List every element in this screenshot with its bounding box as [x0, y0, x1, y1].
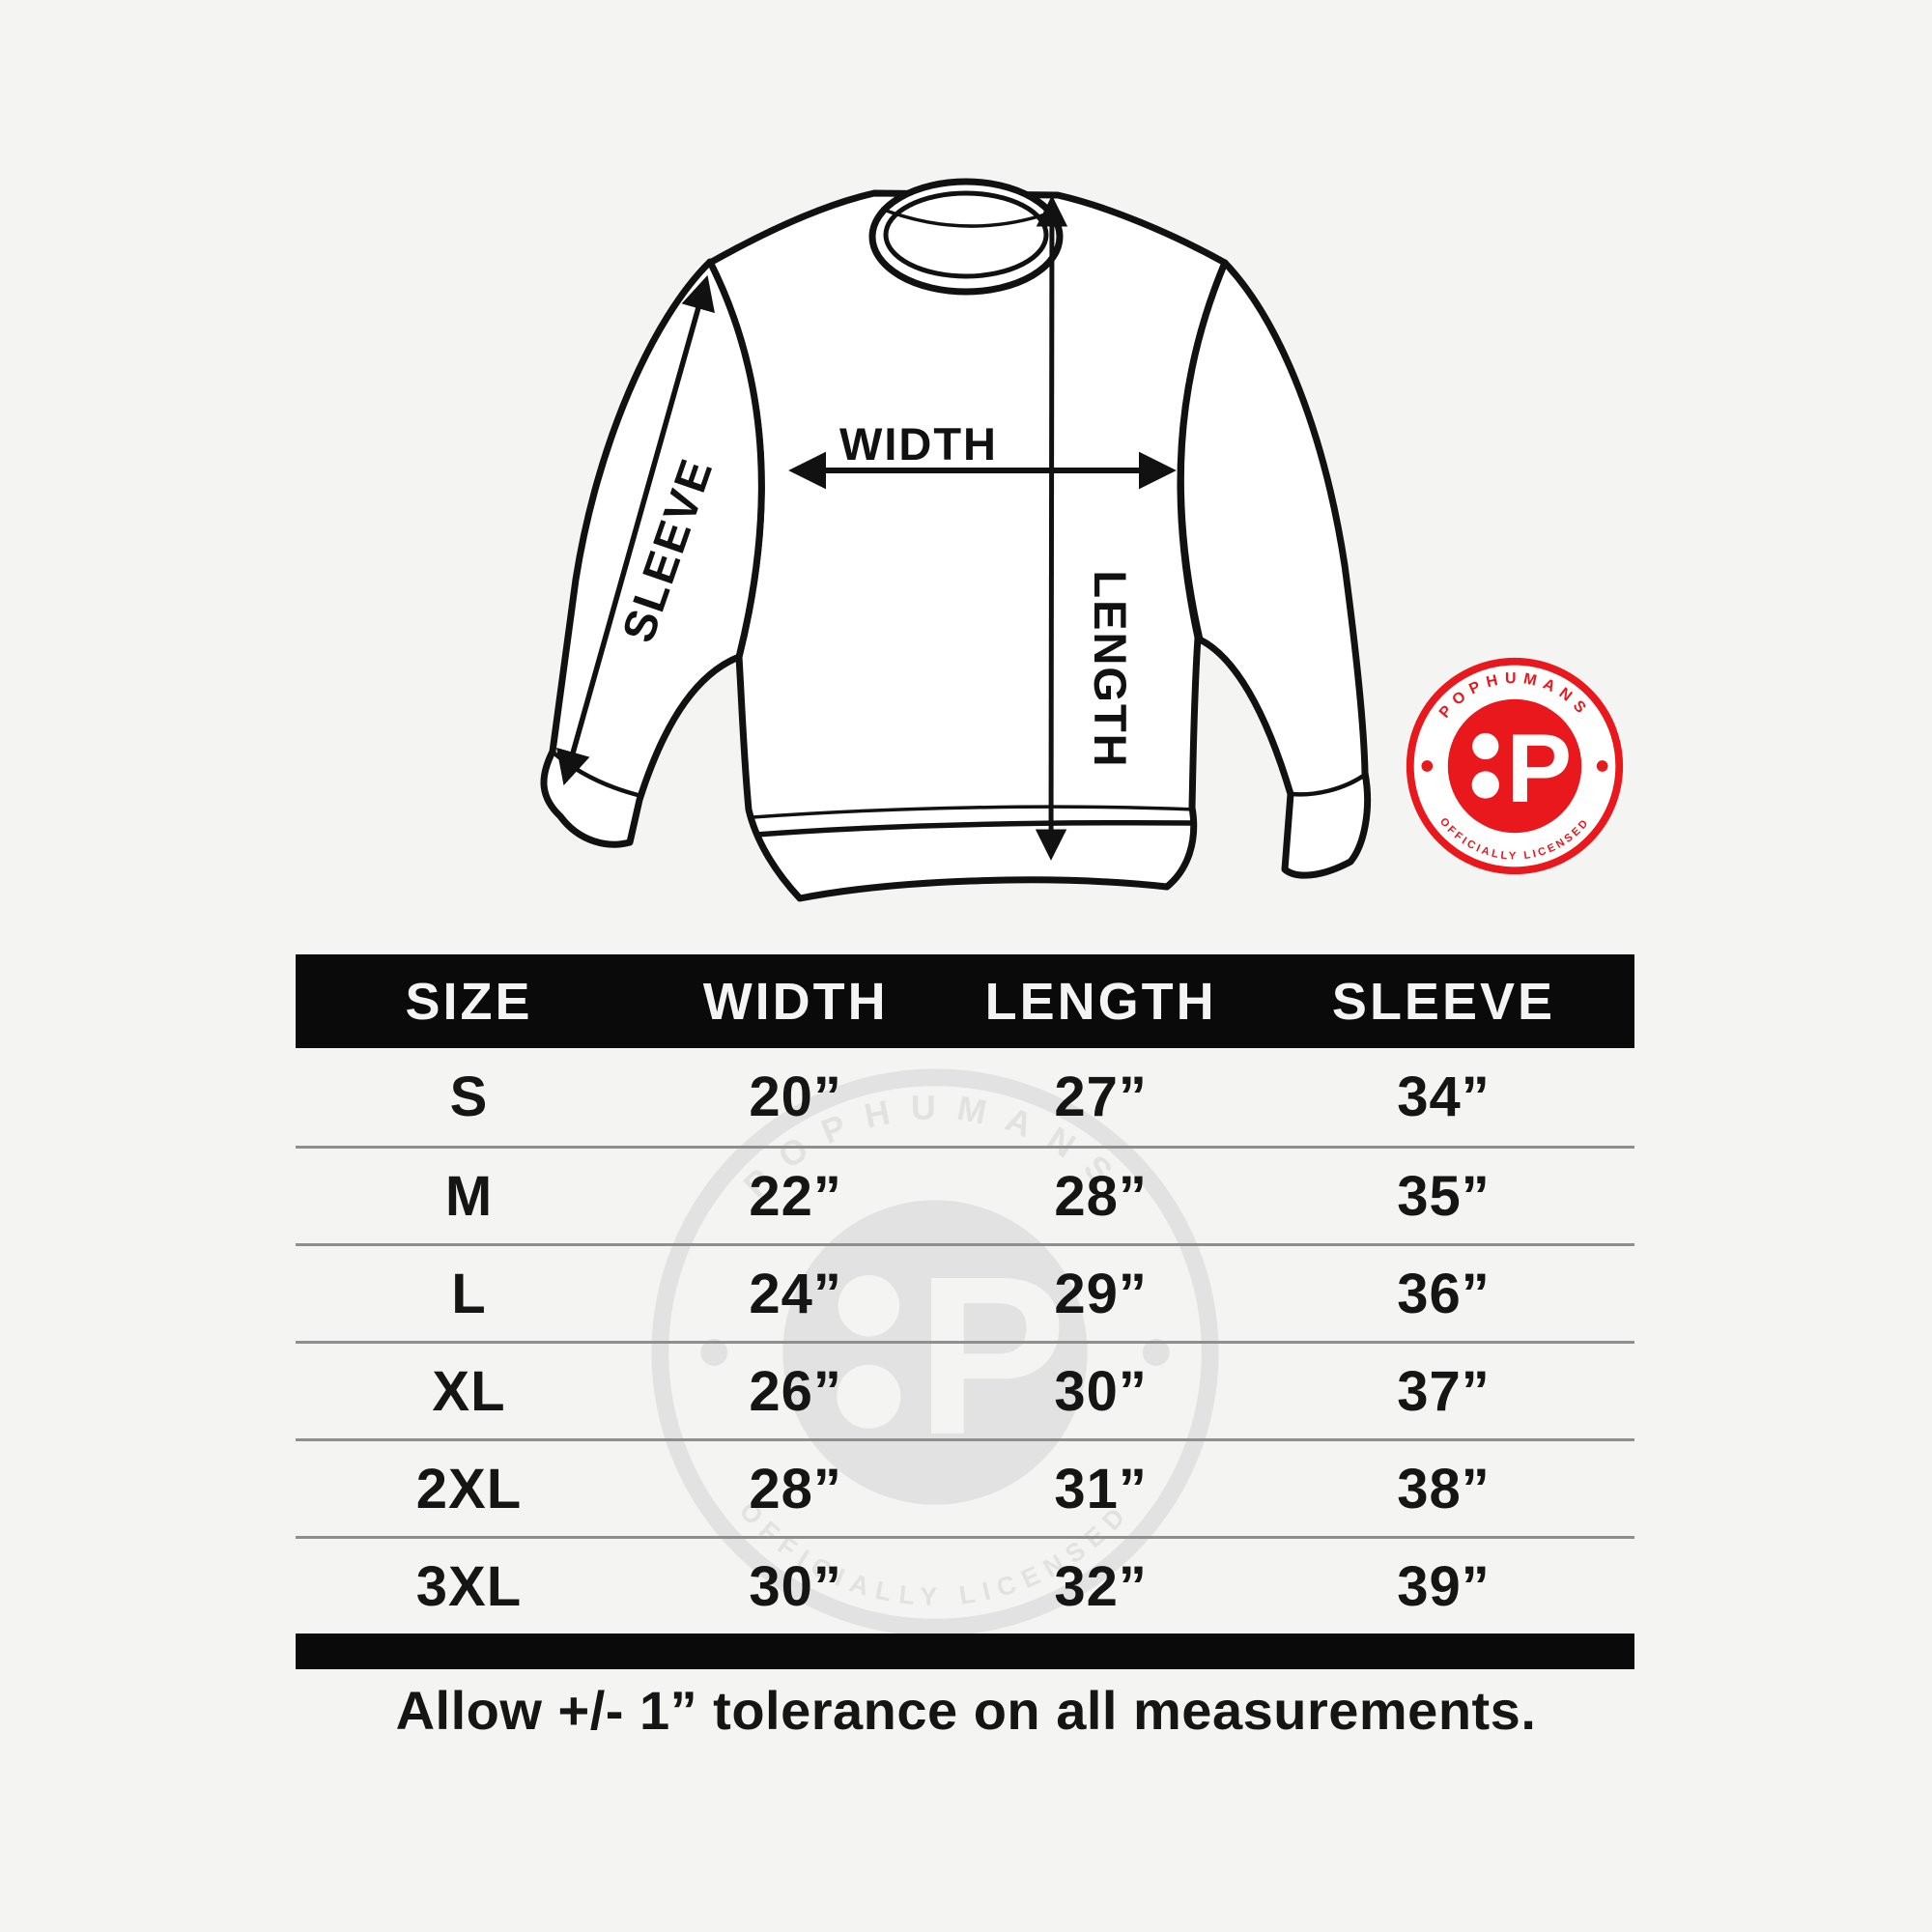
waistband-seam-lower	[755, 820, 1193, 838]
tolerance-note: Allow +/- 1” tolerance on all measuremen…	[395, 1680, 1537, 1741]
sleeve-cell: 35”	[1397, 1164, 1491, 1228]
width-cell: 30”	[749, 1554, 842, 1618]
badge-monogram-colon-top	[1472, 732, 1499, 760]
length-cell: 27”	[1054, 1065, 1148, 1128]
table-row: L 24” 29” 36”	[296, 1243, 1634, 1341]
licensed-badge: POPHUMANS OFFICIALLY LICENSED P	[1406, 657, 1624, 875]
badge-brand-arc: POPHUMANS	[1435, 669, 1594, 722]
table-row: XL 26” 30” 37”	[296, 1341, 1634, 1438]
badge-face	[1406, 657, 1624, 875]
badge-side-dot-right	[1596, 760, 1608, 772]
badge-tagline-arc: OFFICIALLY LICENSED	[1437, 816, 1592, 863]
width-cell: 28”	[749, 1457, 842, 1520]
sleeve-label: SLEEVE	[611, 451, 722, 648]
right-cuff-seam	[1291, 773, 1367, 797]
size-cell: M	[444, 1164, 494, 1228]
badge-monogram-disc	[1447, 698, 1582, 834]
badge-monogram-colon-bottom	[1471, 771, 1499, 799]
sleeve-arrow	[556, 274, 715, 786]
badge-outer-ring	[1406, 657, 1624, 875]
header-cell-width: WIDTH	[702, 972, 889, 1031]
collar-rib-line	[880, 207, 1052, 228]
length-cell: 28”	[1054, 1164, 1148, 1228]
width-cell: 20”	[749, 1065, 842, 1128]
size-table-header: SIZE WIDTH LENGTH SLEEVE	[296, 954, 1634, 1048]
collar-inner	[883, 190, 1049, 279]
size-cell: 2XL	[415, 1457, 523, 1520]
width-label: WIDTH	[839, 418, 998, 469]
sleeve-cell: 37”	[1397, 1359, 1491, 1423]
waistband-seam-upper	[752, 805, 1196, 819]
sleeve-cell: 34”	[1397, 1065, 1491, 1128]
header-cell-length: LENGTH	[984, 972, 1217, 1031]
size-cell: XL	[432, 1359, 506, 1423]
sleeve-cell: 36”	[1397, 1262, 1491, 1325]
badge-monogram: P	[1507, 714, 1573, 823]
sleeve-cell: 39”	[1397, 1554, 1491, 1618]
length-arrow	[1035, 195, 1068, 861]
collar-outer	[868, 178, 1064, 296]
size-cell: 3XL	[415, 1554, 523, 1618]
length-cell: 30”	[1054, 1359, 1148, 1423]
right-sleeve	[1177, 259, 1371, 879]
table-row: M 22” 28” 35”	[296, 1146, 1634, 1243]
table-bottom-bar	[296, 1634, 1634, 1669]
table-row: S 20” 27” 34”	[296, 1048, 1634, 1146]
table-row: 2XL 28” 31” 38”	[296, 1438, 1634, 1536]
size-table: SIZE WIDTH LENGTH SLEEVE S 20” 27” 34” M…	[296, 954, 1634, 1669]
length-cell: 31”	[1054, 1457, 1148, 1520]
width-cell: 24”	[749, 1262, 842, 1325]
sweatshirt-body	[706, 189, 1229, 902]
sleeve-cell: 38”	[1397, 1457, 1491, 1520]
left-sleeve	[540, 258, 765, 848]
length-cell: 29”	[1054, 1262, 1148, 1325]
length-label: LENGTH	[1085, 570, 1136, 768]
width-cell: 26”	[749, 1359, 842, 1423]
size-cell: S	[449, 1065, 489, 1128]
length-cell: 32”	[1054, 1554, 1148, 1618]
header-cell-sleeve: SLEEVE	[1331, 972, 1555, 1031]
size-cell: L	[451, 1262, 487, 1325]
left-cuff-seam	[553, 752, 642, 799]
width-cell: 22”	[749, 1164, 842, 1228]
table-row: 3XL 30” 32” 39”	[296, 1536, 1634, 1634]
badge-side-dot-left	[1421, 760, 1434, 772]
header-cell-size: SIZE	[405, 972, 533, 1031]
